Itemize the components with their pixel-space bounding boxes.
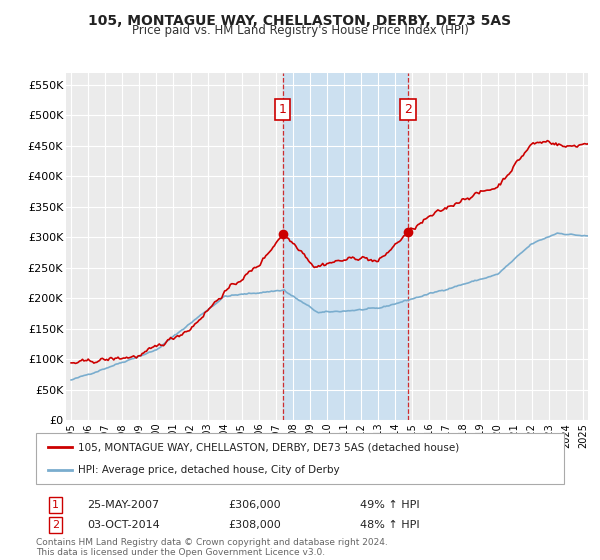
Text: 1: 1 [279,103,287,116]
Text: 2: 2 [404,103,412,116]
Text: 25-MAY-2007: 25-MAY-2007 [87,500,159,510]
Text: £308,000: £308,000 [228,520,281,530]
Text: 49% ↑ HPI: 49% ↑ HPI [360,500,419,510]
Text: 48% ↑ HPI: 48% ↑ HPI [360,520,419,530]
Text: 2: 2 [52,520,59,530]
Text: 105, MONTAGUE WAY, CHELLASTON, DERBY, DE73 5AS (detached house): 105, MONTAGUE WAY, CHELLASTON, DERBY, DE… [78,442,459,452]
Text: 03-OCT-2014: 03-OCT-2014 [87,520,160,530]
Text: 1: 1 [52,500,59,510]
Text: 105, MONTAGUE WAY, CHELLASTON, DERBY, DE73 5AS: 105, MONTAGUE WAY, CHELLASTON, DERBY, DE… [88,14,512,28]
Text: Price paid vs. HM Land Registry's House Price Index (HPI): Price paid vs. HM Land Registry's House … [131,24,469,37]
Text: Contains HM Land Registry data © Crown copyright and database right 2024.
This d: Contains HM Land Registry data © Crown c… [36,538,388,557]
Bar [283,73,408,420]
Text: HPI: Average price, detached house, City of Derby: HPI: Average price, detached house, City… [78,465,340,475]
Text: £306,000: £306,000 [228,500,281,510]
